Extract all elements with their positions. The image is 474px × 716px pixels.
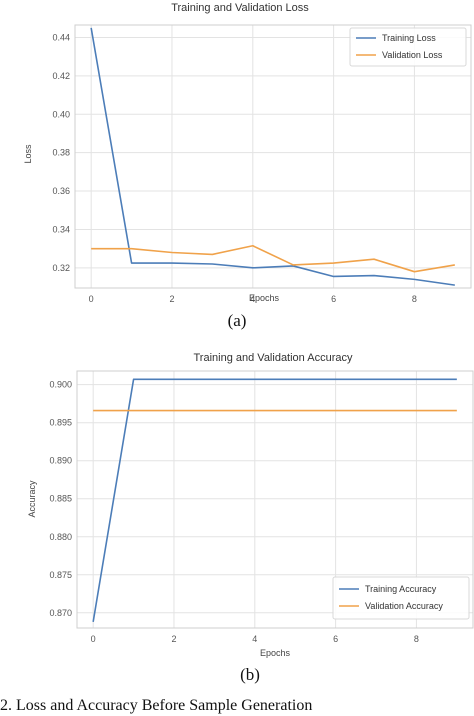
accuracy-legend-box [332, 576, 470, 620]
loss-y-tick-label: 0.44 [52, 32, 70, 42]
caption-b: (b) [240, 665, 260, 684]
accuracy-y-tick-label: 0.895 [49, 418, 72, 428]
loss-chart-title: Training and Validation Loss [171, 2, 309, 14]
accuracy-y-tick-label: 0.870 [49, 608, 72, 618]
accuracy-legend: Training Accuracy Validation Accuracy [332, 576, 470, 620]
accuracy-y-tick-label: 0.875 [49, 570, 72, 580]
caption-a: (a) [228, 311, 247, 330]
loss-y-tick-label: 0.42 [52, 71, 70, 81]
loss-y-tick-label: 0.32 [52, 263, 70, 273]
accuracy-chart-title: Training and Validation Accuracy [194, 352, 353, 364]
loss-legend-box [349, 27, 467, 67]
loss-x-tick-label: 8 [412, 294, 417, 304]
accuracy-x-axis-label: Epochs [260, 648, 291, 658]
accuracy-plot-frame [76, 370, 474, 629]
accuracy-chart: Training and Validation Accuracy 0 2 4 6 8 0.… [27, 352, 474, 684]
loss-y-tick-label: 0.40 [52, 109, 70, 119]
loss-plot-frame [74, 24, 472, 289]
accuracy-y-axis-label: Accuracy [27, 480, 37, 518]
accuracy-x-tick-label: 4 [252, 634, 257, 644]
loss-chart: Training and Validation Loss 0 2 4 6 8 0.32 0.… [23, 2, 472, 330]
loss-y-axis-label: Loss [23, 144, 33, 164]
loss-legend: Training Loss Validation Loss [349, 27, 467, 67]
loss-x-tick-label: 6 [331, 294, 336, 304]
accuracy-y-tick-label: 0.880 [49, 532, 72, 542]
accuracy-y-tick-label: 0.900 [49, 380, 72, 390]
loss-training-line [90, 27, 455, 286]
accuracy-x-tick-label: 8 [414, 634, 419, 644]
loss-x-tick-label: 2 [169, 294, 174, 304]
loss-legend-label-validation: Validation Loss [382, 50, 443, 60]
loss-y-tick-label: 0.38 [52, 148, 70, 158]
loss-y-tick-label: 0.34 [52, 224, 70, 234]
loss-x-tick-label: 0 [89, 294, 94, 304]
accuracy-y-tick-label: 0.885 [49, 494, 72, 504]
figure-caption: 2. Loss and Accuracy Before Sample Gener… [0, 697, 313, 714]
loss-y-tick-label: 0.36 [52, 186, 70, 196]
accuracy-y-tick-label: 0.890 [49, 456, 72, 466]
accuracy-x-tick-label: 6 [333, 634, 338, 644]
loss-x-tick-label: 4 [250, 294, 255, 304]
accuracy-x-tick-label: 2 [171, 634, 176, 644]
accuracy-legend-label-training: Training Accuracy [365, 584, 437, 594]
accuracy-legend-label-validation: Validation Accuracy [365, 601, 443, 611]
loss-legend-label-training: Training Loss [382, 33, 436, 43]
loss-x-axis-label: Epochs [249, 293, 280, 303]
accuracy-x-tick-label: 0 [91, 634, 96, 644]
loss-validation-line [91, 244, 455, 273]
accuracy-training-line [92, 378, 457, 623]
